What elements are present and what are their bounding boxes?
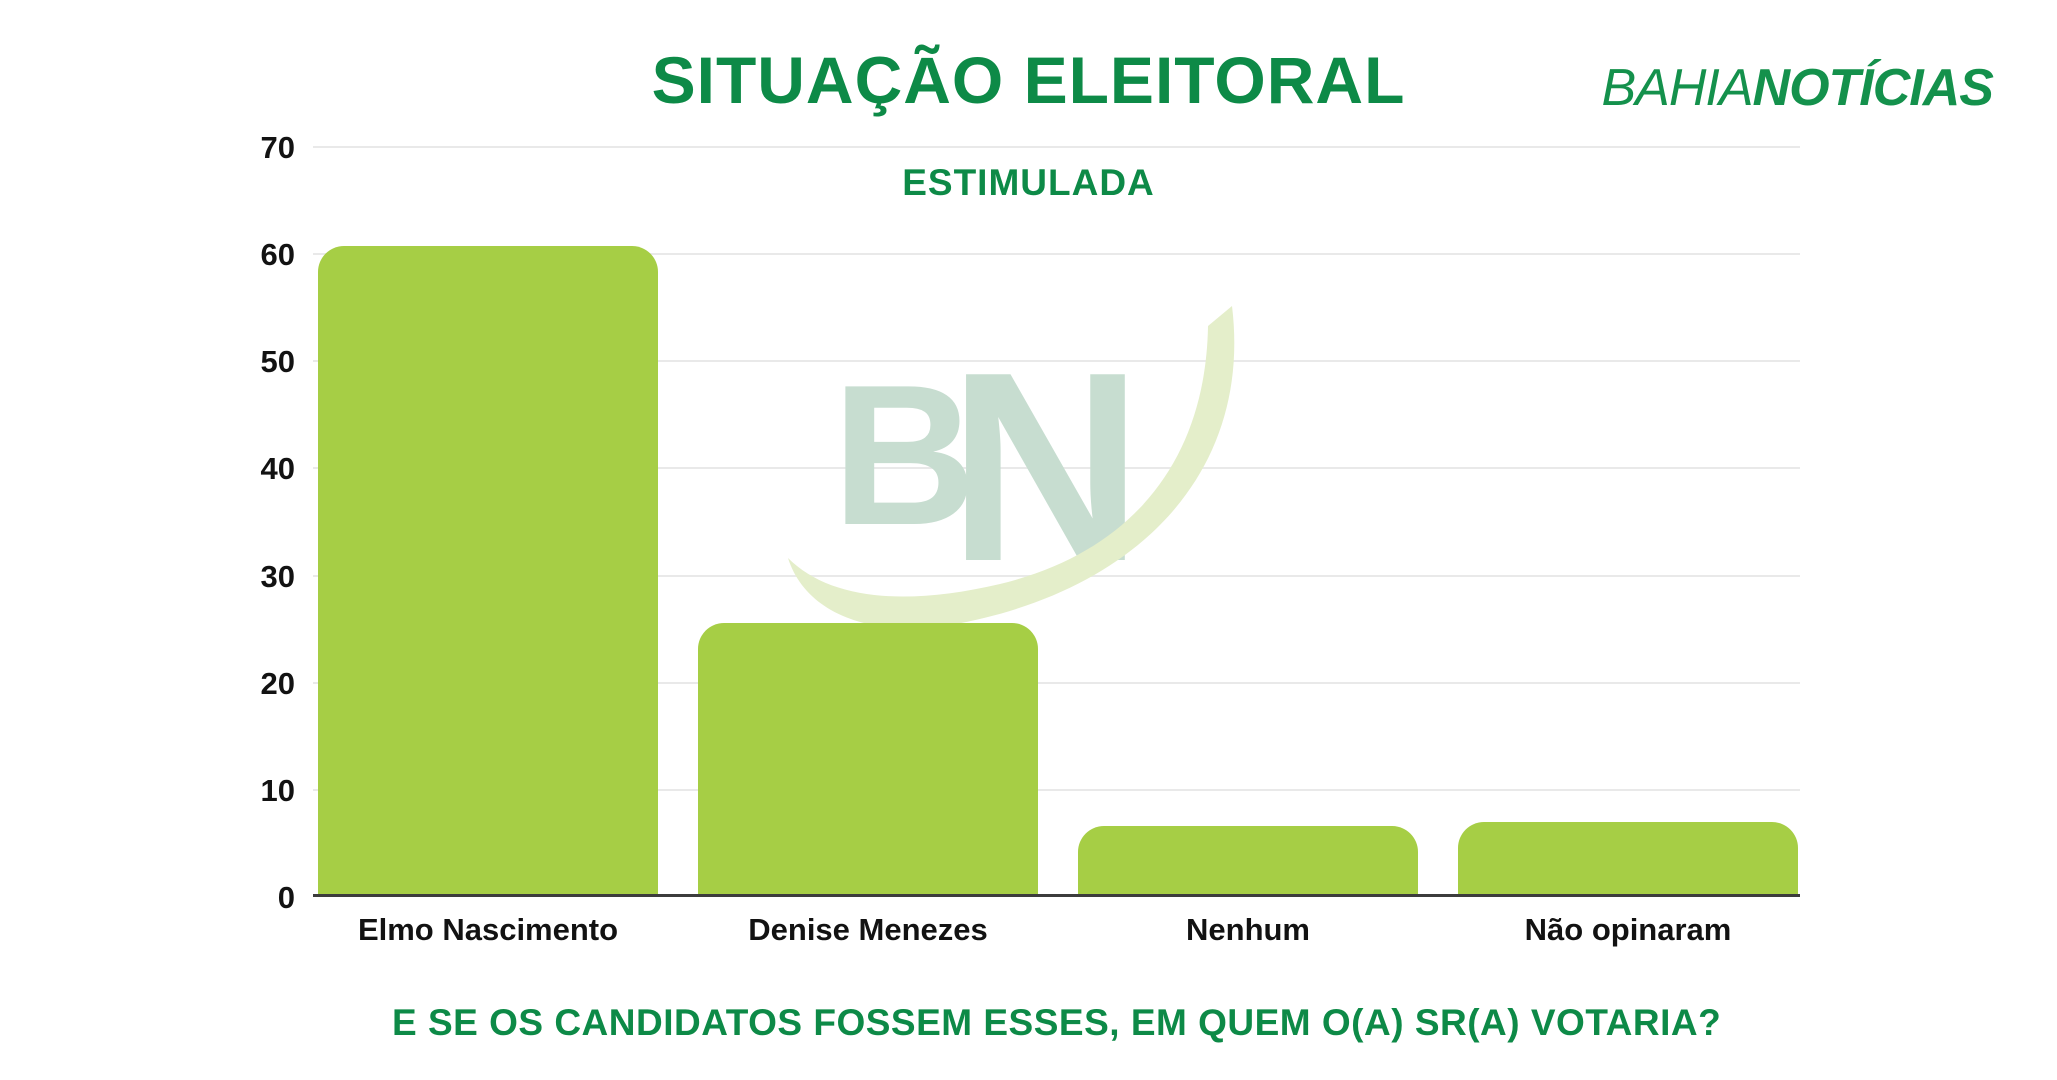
survey-question: E SE OS CANDIDATOS FOSSEM ESSES, EM QUEM… (392, 1002, 1722, 1043)
x-axis-category-label: Não opinaram (1524, 912, 1732, 947)
watermark-swoosh-icon (788, 306, 1235, 629)
chart-subtitle: ESTIMULADA (902, 162, 1155, 203)
brand-logo-bahia: BAHIA (1601, 59, 1753, 117)
gridline-60 (313, 253, 1800, 256)
bar-denise-menezes (698, 623, 1038, 897)
watermark-letter-n-icon: N (948, 317, 1143, 618)
y-axis-tick-label: 20 (260, 665, 295, 701)
y-axis-tick-label: 10 (260, 772, 295, 808)
bar-nenhum (1078, 826, 1418, 897)
brand-logo-noticias: NOTÍCIAS (1752, 59, 1994, 117)
y-axis-tick-label: 0 (277, 880, 295, 915)
gridline-70 (313, 146, 1800, 148)
y-axis-tick-label: 50 (260, 344, 295, 380)
gridline-20 (313, 681, 1800, 684)
x-axis-line (313, 894, 1800, 897)
gridline-50 (313, 360, 1800, 363)
gridline-40 (313, 467, 1800, 470)
y-axis-tick-label: 60 (260, 237, 295, 273)
y-axis-tick-label: 30 (260, 558, 295, 594)
watermark-letter-b-icon: B (832, 344, 976, 567)
y-axis-tick-label: 70 (260, 130, 295, 165)
x-axis-category-label: Denise Menezes (748, 912, 988, 947)
bar-elmo-nascimento (318, 246, 658, 897)
bn-watermark: B N (788, 306, 1235, 629)
y-axis-tick-label: 40 (260, 451, 295, 487)
gridline-10 (313, 788, 1800, 791)
bahia-noticias-logo: BAHIANOTÍCIAS (1601, 58, 1994, 118)
page-title: SITUAÇÃO ELEITORAL (651, 43, 1406, 117)
x-axis-category-label: Elmo Nascimento (357, 912, 619, 947)
plot-area: 70 60 50 40 30 20 10 0 B N Elmo Nascimento Denis… (261, 132, 1800, 947)
x-axis-category-label: Nenhum (1186, 912, 1310, 947)
bar-nao-opinaram (1458, 822, 1798, 897)
